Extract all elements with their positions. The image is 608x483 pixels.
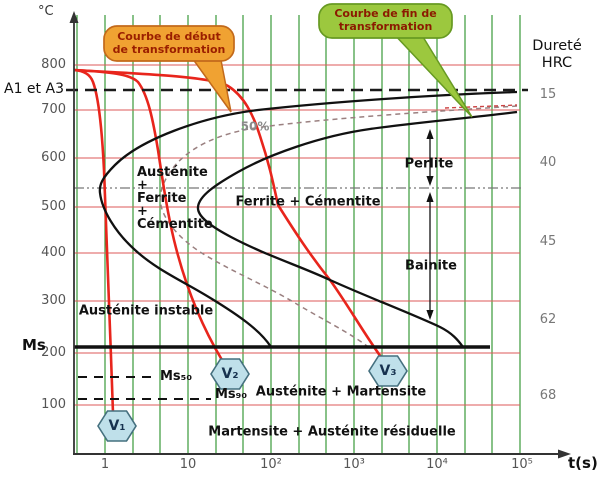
perlite-range-arrow (426, 129, 434, 186)
hrc-value-45: 45 (539, 234, 557, 249)
start-callout-line2: de transformation (112, 43, 226, 56)
end-callout-line2: transformation (338, 20, 433, 33)
ms50-label: Ms₅₀ (160, 369, 193, 384)
x-tick-10: 10 (179, 457, 197, 472)
v1-badge-hexagon (97, 410, 137, 442)
ms90-label: Ms₉₀ (215, 387, 248, 402)
region-martensite-residuelle: Martensite + Austénite résiduelle (208, 424, 456, 440)
y-tick-100: 100 (41, 397, 66, 412)
region-stack-ferrite: Ferrite (137, 191, 187, 206)
fifty-percent-curve-red-tip (444, 104, 518, 109)
grid-vertical-green (76, 15, 521, 454)
cooling-curve-v2 (73, 68, 224, 361)
x-tick-1: 1 (100, 457, 110, 472)
cooling-curve-v3 (73, 68, 383, 358)
fifty-percent-label: 50% (240, 119, 270, 134)
hrc-value-62: 62 (539, 312, 557, 327)
region-stack-plus2: + (137, 204, 148, 219)
cooling-curve-v1 (73, 68, 115, 414)
grid-horizontal-red (74, 64, 520, 406)
v1-badge-label: V₁ (108, 418, 126, 434)
end-callout-bubble (318, 3, 453, 39)
hrc-value-40: 40 (539, 155, 557, 170)
region-stack-austenite: Austénite (137, 165, 208, 180)
start-callout-tail (188, 54, 232, 113)
v2-badge-hexagon (210, 358, 250, 390)
x-tick-1e3: 10³ (343, 457, 365, 472)
transformation-start-curve (98, 90, 518, 348)
x-tick-100: 10² (260, 457, 282, 472)
end-callout-line1: Courbe de fin de (334, 7, 437, 20)
fifty-percent-curve (159, 105, 518, 347)
hrc-title-line1: Dureté (532, 38, 582, 54)
x-tick-1e5: 10⁵ (511, 457, 533, 472)
region-bainite: Bainite (405, 258, 457, 274)
y-tick-200: 200 (41, 345, 66, 360)
bainite-range-arrow (426, 192, 434, 320)
v2-badge-label: V₂ (221, 366, 239, 382)
region-stack-plus1: + (137, 178, 148, 193)
x-tick-1e4: 10⁴ (426, 457, 448, 472)
start-callout-line1: Courbe de début (117, 30, 221, 43)
x-axis-arrow (558, 449, 571, 459)
start-callout-text: Courbe de début de transformation (104, 30, 234, 56)
y-tick-800: 800 (41, 57, 66, 72)
hrc-value-15: 15 (539, 87, 557, 102)
y-tick-300: 300 (41, 293, 66, 308)
end-callout-text: Courbe de fin de transformation (319, 7, 452, 33)
v3-badge-label: V₃ (379, 363, 397, 379)
hrc-value-68: 68 (539, 388, 557, 403)
v3-badge-hexagon (368, 355, 408, 387)
start-callout-bubble (103, 25, 235, 62)
y-axis-arrow (69, 11, 79, 23)
y-axis-unit: °C (38, 4, 54, 19)
y-tick-400: 400 (41, 245, 66, 260)
y-tick-600: 600 (41, 150, 66, 165)
x-axis-unit: t(s) (568, 454, 598, 472)
hrc-title-line2: HRC (541, 55, 573, 71)
region-perlite: Perlite (404, 156, 454, 172)
ms-label: Ms (22, 336, 46, 354)
end-callout-tail (390, 31, 473, 118)
a1-a3-label: A1 et A3 (4, 81, 64, 97)
hrc-axis-title: Dureté HRC (524, 38, 590, 72)
transformation-end-curve (196, 110, 518, 348)
y-tick-500: 500 (41, 199, 66, 214)
region-austenite-instable: Austénite instable (78, 303, 214, 319)
y-tick-700: 700 (41, 102, 66, 117)
region-stack-cementite: Cémentite (137, 217, 213, 232)
region-ferrite-cementite: Ferrite + Cémentite (235, 194, 381, 210)
region-austenite-martensite: Austénite + Martensite (255, 384, 427, 400)
